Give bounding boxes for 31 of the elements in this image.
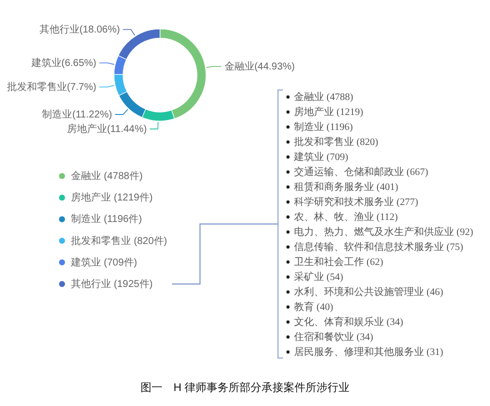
text: 文化、体育和娱乐业 (34) [294, 316, 404, 328]
text: 科学研究和技术服务业 (277) [294, 196, 418, 208]
text: 制造业 (1196) [294, 120, 353, 132]
legend-label: 制造业 (1196件) [71, 212, 142, 225]
text: 电力、热力、燃气及水生产和供应业 (92) [294, 226, 474, 238]
text: 教育 (40) [294, 300, 334, 312]
text: 图一 H 律师事务所部分承接案件所涉行业 [140, 381, 350, 394]
legend-label: 建筑业 (709件) [70, 256, 138, 268]
text: 建筑业 (709) [293, 150, 348, 162]
text: 金融业 (4788) [294, 90, 354, 102]
text: 租赁和商务服务业 (401) [294, 180, 398, 192]
legend-label: 房地产业 (1219件) [71, 191, 153, 204]
data-label: 房地产业(11.44%) [66, 122, 147, 134]
text: 居民服务、修理和其他服务业 (31) [294, 346, 444, 358]
text: 交通运输、仓储和邮政业 (667) [294, 166, 428, 178]
legend-label: 其他行业 (1925件) [71, 278, 153, 290]
legend-label: 金融业 (4788件) [71, 170, 143, 182]
data-label: 批发和零售业(7.7%) [6, 80, 96, 92]
text: 信息传输、软件和信息技术服务业 (75) [294, 240, 464, 252]
text: 房地产业 (1219) [294, 106, 364, 118]
data-label: 制造业(11.22%) [42, 108, 112, 120]
text: 采矿业 (54) [294, 270, 344, 282]
text: 批发和零售业 (820) [294, 136, 378, 148]
text: 水利、环境和公共设施管理业 (46) [294, 286, 444, 298]
data-label: 建筑业(6.65%) [30, 56, 96, 68]
text: 住宿和餐饮业 (34) [294, 330, 374, 342]
legend-label: 批发和零售业 (820件) [71, 234, 168, 246]
text: 卫生和社会工作 (62) [294, 256, 384, 268]
text: 农、林、牧、渔业 (112) [294, 210, 398, 222]
data-label: 金融业(44.93%) [224, 60, 295, 72]
data-label: 其他行业(18.06%) [39, 22, 120, 35]
